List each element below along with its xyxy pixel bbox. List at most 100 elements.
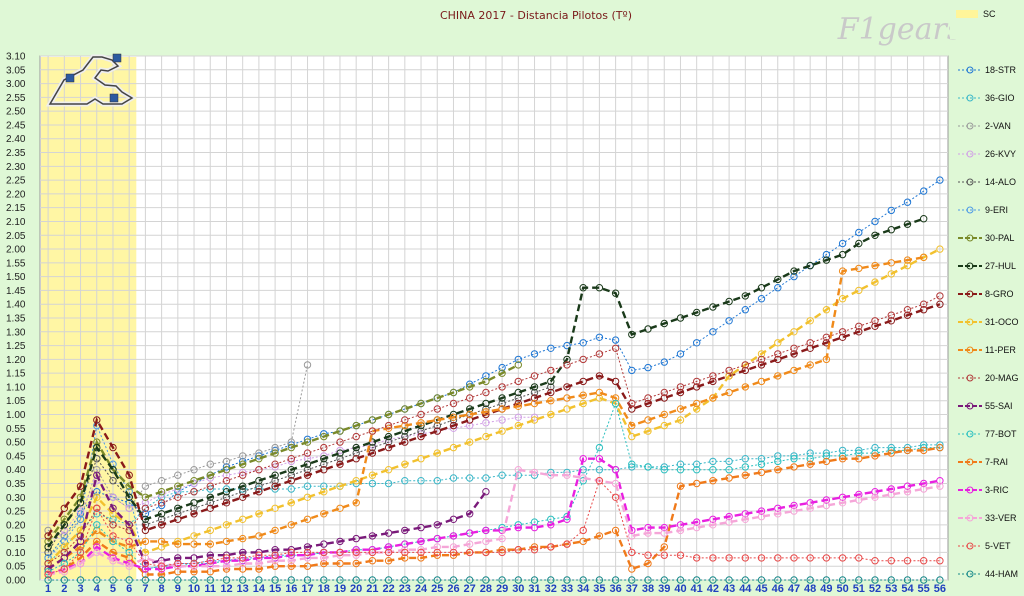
data-point bbox=[76, 554, 85, 562]
data-point bbox=[498, 576, 506, 584]
data-point bbox=[644, 529, 652, 537]
data-point bbox=[466, 540, 474, 548]
data-point bbox=[725, 474, 733, 482]
data-point bbox=[774, 504, 782, 512]
data-point bbox=[222, 554, 231, 562]
series-11-per bbox=[44, 253, 928, 573]
data-point bbox=[855, 455, 863, 463]
data-point bbox=[725, 297, 733, 306]
data-point bbox=[498, 383, 506, 391]
track-marker-icon bbox=[65, 73, 75, 83]
series-27-hul bbox=[44, 215, 928, 551]
data-point bbox=[336, 455, 344, 463]
data-point bbox=[595, 284, 604, 292]
f1gears-logo: F1gears bbox=[837, 12, 962, 47]
data-point bbox=[271, 551, 279, 559]
data-point bbox=[887, 446, 895, 455]
data-point bbox=[498, 526, 506, 535]
data-point bbox=[903, 261, 912, 270]
data-point bbox=[660, 358, 668, 366]
data-point bbox=[887, 270, 895, 278]
data-point bbox=[157, 477, 166, 485]
y-tick-label: 1.10 bbox=[6, 382, 26, 393]
data-point bbox=[157, 488, 166, 496]
data-point bbox=[190, 477, 198, 485]
data-point bbox=[547, 388, 555, 397]
data-point bbox=[303, 466, 312, 474]
data-point bbox=[530, 546, 539, 554]
y-tick-label: 1.25 bbox=[6, 341, 26, 352]
data-point bbox=[222, 466, 231, 474]
data-point bbox=[498, 534, 506, 543]
data-point bbox=[871, 322, 879, 330]
data-point bbox=[125, 548, 133, 557]
data-point bbox=[790, 328, 798, 336]
data-point bbox=[93, 438, 101, 446]
x-tick-label: 23 bbox=[399, 583, 411, 595]
data-point bbox=[93, 471, 101, 479]
data-point bbox=[936, 245, 944, 253]
data-point bbox=[287, 551, 295, 559]
legend-items: 18-STR 36-GIO 2-VAN 26-KVY 14-ALO 9-ERI 30-PAL… bbox=[958, 65, 1019, 579]
data-point bbox=[482, 399, 490, 408]
data-point bbox=[628, 548, 636, 557]
data-point bbox=[482, 537, 490, 546]
data-point bbox=[514, 377, 522, 386]
data-point bbox=[806, 449, 814, 457]
data-point bbox=[368, 449, 377, 457]
data-point bbox=[320, 540, 328, 548]
data-point bbox=[222, 477, 231, 485]
data-point bbox=[255, 452, 263, 460]
data-point bbox=[174, 488, 182, 496]
data-point bbox=[838, 455, 847, 463]
x-tick-label: 27 bbox=[464, 583, 476, 595]
y-tick-label: 0.10 bbox=[6, 548, 26, 559]
data-point bbox=[725, 576, 733, 584]
data-point bbox=[109, 548, 117, 557]
x-tick-label: 36 bbox=[609, 583, 621, 595]
data-point bbox=[822, 256, 831, 264]
x-tick-label: 6 bbox=[126, 583, 132, 595]
data-point bbox=[255, 551, 263, 559]
y-tick-label: 1.45 bbox=[6, 286, 26, 297]
x-tick-label: 55 bbox=[918, 583, 930, 595]
data-point bbox=[352, 449, 360, 457]
data-point bbox=[936, 443, 944, 452]
data-point bbox=[482, 388, 490, 397]
data-point bbox=[109, 576, 117, 584]
data-point bbox=[660, 543, 668, 551]
y-tick-label: 0.55 bbox=[6, 424, 26, 435]
data-point bbox=[287, 471, 295, 479]
data-point bbox=[368, 438, 377, 446]
data-point bbox=[271, 477, 279, 485]
data-point bbox=[401, 438, 409, 446]
x-tick-label: 21 bbox=[366, 583, 378, 595]
data-point bbox=[903, 311, 912, 319]
data-point bbox=[887, 576, 895, 584]
data-point bbox=[563, 540, 571, 548]
data-point bbox=[806, 554, 814, 562]
data-point bbox=[44, 548, 52, 557]
data-point bbox=[514, 413, 522, 421]
data-point bbox=[157, 576, 166, 584]
data-point bbox=[141, 570, 150, 579]
data-point bbox=[125, 576, 133, 584]
data-point bbox=[449, 576, 458, 584]
legend-label: 44-HAM bbox=[985, 569, 1018, 579]
data-point bbox=[336, 427, 344, 435]
data-point bbox=[790, 272, 798, 281]
data-point bbox=[141, 537, 150, 546]
data-point bbox=[676, 526, 685, 535]
x-tick-label: 56 bbox=[934, 583, 946, 595]
data-point bbox=[514, 523, 522, 532]
data-point bbox=[44, 554, 52, 562]
data-point bbox=[806, 261, 814, 270]
data-point bbox=[190, 499, 198, 507]
data-point bbox=[255, 449, 263, 457]
data-point bbox=[871, 443, 879, 452]
data-point bbox=[190, 488, 198, 496]
x-tick-label: 35 bbox=[593, 583, 605, 595]
data-point bbox=[514, 546, 522, 554]
data-point bbox=[449, 474, 458, 482]
